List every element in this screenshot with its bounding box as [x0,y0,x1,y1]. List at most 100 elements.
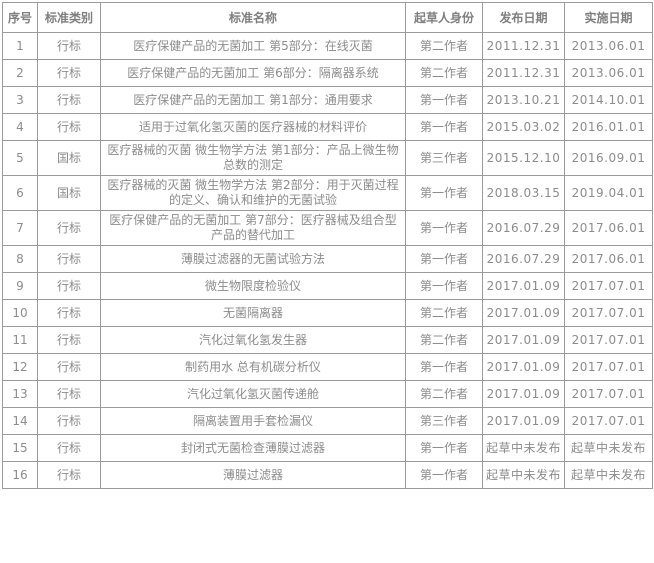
cell-name: 汽化过氧化氢发生器 [100,326,406,354]
cell-category: 行标 [37,434,101,462]
cell-index: 7 [2,210,38,246]
cell-publish_date: 2011.12.31 [482,59,565,87]
table-row: 10 行标 无菌隔离器 第二作者 2017.01.09 2017.07.01 [2,299,653,327]
cell-implement_date: 2014.10.01 [564,86,653,114]
table-row: 9 行标 微生物限度检验仪 第一作者 2017.01.09 2017.07.01 [2,272,653,300]
cell-implement_date: 2017.07.01 [564,326,653,354]
column-header-publish_date: 发布日期 [482,2,565,33]
cell-name: 薄膜过滤器 [100,461,406,489]
table-row: 15 行标 封闭式无菌检查薄膜过滤器 第一作者 起草中未发布 起草中未发布 [2,434,653,462]
cell-implement_date: 起草中未发布 [564,461,653,489]
cell-index: 15 [2,434,38,462]
cell-name: 封闭式无菌检查薄膜过滤器 [100,434,406,462]
cell-publish_date: 2017.01.09 [482,299,565,327]
cell-drafter: 第一作者 [405,175,483,211]
cell-drafter: 第一作者 [405,434,483,462]
cell-category: 行标 [37,113,101,141]
cell-implement_date: 2017.07.01 [564,299,653,327]
cell-publish_date: 2011.12.31 [482,32,565,60]
cell-publish_date: 2016.07.29 [482,210,565,246]
cell-name: 无菌隔离器 [100,299,406,327]
cell-category: 行标 [37,299,101,327]
cell-index: 10 [2,299,38,327]
cell-drafter: 第三作者 [405,140,483,176]
cell-category: 行标 [37,353,101,381]
cell-drafter: 第一作者 [405,210,483,246]
table-row: 16 行标 薄膜过滤器 第一作者 起草中未发布 起草中未发布 [2,461,653,489]
table-row: 5 国标 医疗器械的灭菌 微生物学方法 第1部分：产品上微生物总数的测定 第三作者 20… [2,140,653,176]
cell-name: 医疗器械的灭菌 微生物学方法 第1部分：产品上微生物总数的测定 [100,140,406,176]
column-header-index: 序号 [2,2,38,33]
cell-drafter: 第一作者 [405,461,483,489]
cell-index: 12 [2,353,38,381]
cell-name: 薄膜过滤器的无菌试验方法 [100,245,406,273]
table-body: 1 行标 医疗保健产品的无菌加工 第5部分：在线灭菌 第二作者 2011.12.31 20… [2,32,653,489]
table-row: 8 行标 薄膜过滤器的无菌试验方法 第一作者 2016.07.29 2017.06.01 [2,245,653,273]
cell-category: 行标 [37,210,101,246]
cell-category: 行标 [37,86,101,114]
cell-index: 11 [2,326,38,354]
cell-name: 医疗保健产品的无菌加工 第5部分：在线灭菌 [100,32,406,60]
cell-name: 汽化过氧化氢灭菌传递舱 [100,380,406,408]
cell-name: 医疗器械的灭菌 微生物学方法 第2部分：用于灭菌过程的定义、确认和维护的无菌试验 [100,175,406,211]
table-row: 6 国标 医疗器械的灭菌 微生物学方法 第2部分：用于灭菌过程的定义、确认和维护的无… [2,175,653,211]
cell-index: 14 [2,407,38,435]
cell-drafter: 第一作者 [405,272,483,300]
cell-publish_date: 2018.03.15 [482,175,565,211]
cell-implement_date: 2017.06.01 [564,210,653,246]
cell-drafter: 第二作者 [405,380,483,408]
cell-index: 2 [2,59,38,87]
column-header-implement_date: 实施日期 [564,2,653,33]
cell-publish_date: 2013.10.21 [482,86,565,114]
cell-name: 制药用水 总有机碳分析仪 [100,353,406,381]
cell-implement_date: 2016.09.01 [564,140,653,176]
cell-publish_date: 2015.12.10 [482,140,565,176]
table-row: 13 行标 汽化过氧化氢灭菌传递舱 第二作者 2017.01.09 2017.07.01 [2,380,653,408]
cell-publish_date: 2017.01.09 [482,407,565,435]
cell-index: 9 [2,272,38,300]
standards-table: 序号 标准类别 标准名称 起草人身份 发布日期 实施日期 1 行标 医疗保健产品的无菌加工 第… [2,2,653,489]
cell-name: 医疗保健产品的无菌加工 第7部分：医疗器械及组合型产品的替代加工 [100,210,406,246]
cell-implement_date: 2017.07.01 [564,272,653,300]
cell-name: 微生物限度检验仪 [100,272,406,300]
cell-publish_date: 2015.03.02 [482,113,565,141]
cell-category: 行标 [37,380,101,408]
table-header: 序号 标准类别 标准名称 起草人身份 发布日期 实施日期 [2,2,653,33]
table-row: 14 行标 隔离装置用手套检漏仪 第三作者 2017.01.09 2017.07.01 [2,407,653,435]
cell-implement_date: 2019.04.01 [564,175,653,211]
cell-publish_date: 2017.01.09 [482,353,565,381]
cell-drafter: 第二作者 [405,326,483,354]
cell-index: 13 [2,380,38,408]
cell-category: 行标 [37,326,101,354]
cell-name: 适用于过氧化氢灭菌的医疗器械的材料评价 [100,113,406,141]
cell-implement_date: 2016.01.01 [564,113,653,141]
cell-publish_date: 2017.01.09 [482,380,565,408]
cell-publish_date: 起草中未发布 [482,434,565,462]
table-row: 12 行标 制药用水 总有机碳分析仪 第一作者 2017.01.09 2017.07.01 [2,353,653,381]
table-row: 7 行标 医疗保健产品的无菌加工 第7部分：医疗器械及组合型产品的替代加工 第一作者 2… [2,210,653,246]
cell-implement_date: 2013.06.01 [564,59,653,87]
cell-name: 医疗保健产品的无菌加工 第6部分：隔离器系统 [100,59,406,87]
cell-category: 行标 [37,272,101,300]
cell-category: 行标 [37,461,101,489]
column-header-drafter: 起草人身份 [405,2,483,33]
cell-drafter: 第二作者 [405,59,483,87]
cell-category: 行标 [37,32,101,60]
cell-implement_date: 2017.07.01 [564,353,653,381]
cell-index: 8 [2,245,38,273]
cell-drafter: 第一作者 [405,113,483,141]
cell-publish_date: 2017.01.09 [482,326,565,354]
table-row: 11 行标 汽化过氧化氢发生器 第二作者 2017.01.09 2017.07.01 [2,326,653,354]
cell-index: 6 [2,175,38,211]
column-header-name: 标准名称 [100,2,406,33]
table-row: 3 行标 医疗保健产品的无菌加工 第1部分：通用要求 第一作者 2013.10.21 20… [2,86,653,114]
table-row: 1 行标 医疗保健产品的无菌加工 第5部分：在线灭菌 第二作者 2011.12.31 20… [2,32,653,60]
cell-category: 行标 [37,59,101,87]
cell-drafter: 第三作者 [405,407,483,435]
cell-implement_date: 2017.06.01 [564,245,653,273]
cell-drafter: 第一作者 [405,86,483,114]
cell-index: 16 [2,461,38,489]
cell-implement_date: 起草中未发布 [564,434,653,462]
cell-category: 行标 [37,407,101,435]
